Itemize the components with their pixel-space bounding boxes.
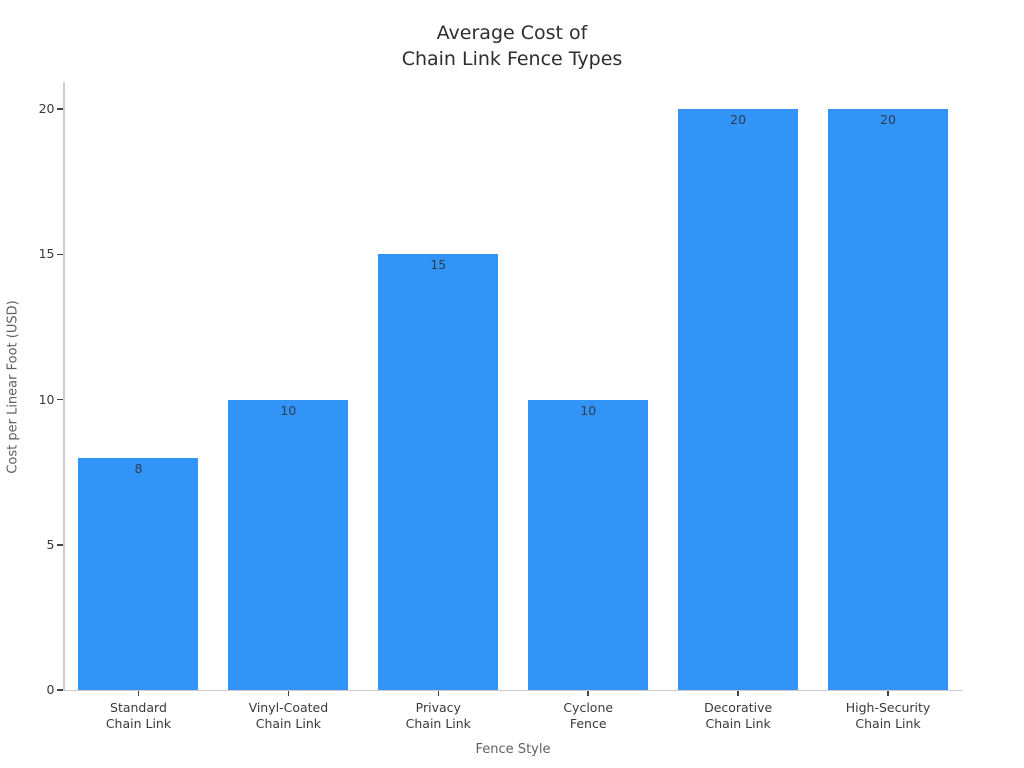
x-axis-title: Fence Style — [475, 742, 551, 757]
y-axis-title: Cost per Linear Foot (USD) — [5, 300, 21, 474]
x-tick-label: Decorative Chain Link — [704, 700, 773, 731]
chart-title: Average Cost of Chain Link Fence Types — [401, 22, 623, 70]
x-tick — [587, 691, 589, 696]
y-tick-label: 5 — [46, 536, 55, 552]
y-tick — [57, 108, 63, 110]
x-tick-label: Privacy Chain Link — [405, 700, 471, 731]
y-tick-label: 20 — [38, 101, 55, 116]
y-tick-label: 10 — [38, 391, 55, 407]
y-tick — [57, 253, 63, 255]
bar: 15 — [378, 254, 499, 690]
x-tick — [887, 691, 889, 696]
y-tick — [57, 689, 63, 691]
x-tick — [437, 691, 440, 696]
y-tick-label: 0 — [46, 682, 55, 697]
x-tick — [287, 691, 290, 696]
bar-value-label: 20 — [730, 112, 747, 127]
bar: 20 — [828, 109, 949, 690]
bar: 10 — [228, 399, 349, 690]
bar-value-label: 15 — [430, 257, 447, 273]
x-tick-label: High-Security Chain Link — [845, 700, 931, 731]
bar: 20 — [678, 109, 799, 690]
y-axis-line — [63, 82, 65, 691]
bar-value-label: 20 — [880, 112, 896, 127]
y-tick — [57, 398, 63, 401]
x-tick-label: Vinyl-Coated Chain Link — [248, 700, 329, 731]
x-tick-label: Standard Chain Link — [105, 700, 172, 731]
bar-value-label: 10 — [580, 402, 597, 418]
x-tick-label: Cyclone Fence — [563, 700, 614, 731]
y-tick — [57, 544, 63, 546]
bar-value-label: 10 — [280, 402, 297, 418]
y-tick-label: 15 — [38, 246, 55, 262]
x-tick — [137, 691, 140, 696]
x-tick — [737, 691, 739, 696]
bar: 8 — [78, 457, 199, 690]
bar-value-label: 8 — [134, 460, 143, 476]
bar: 10 — [528, 399, 649, 690]
x-axis-line — [63, 689, 963, 691]
